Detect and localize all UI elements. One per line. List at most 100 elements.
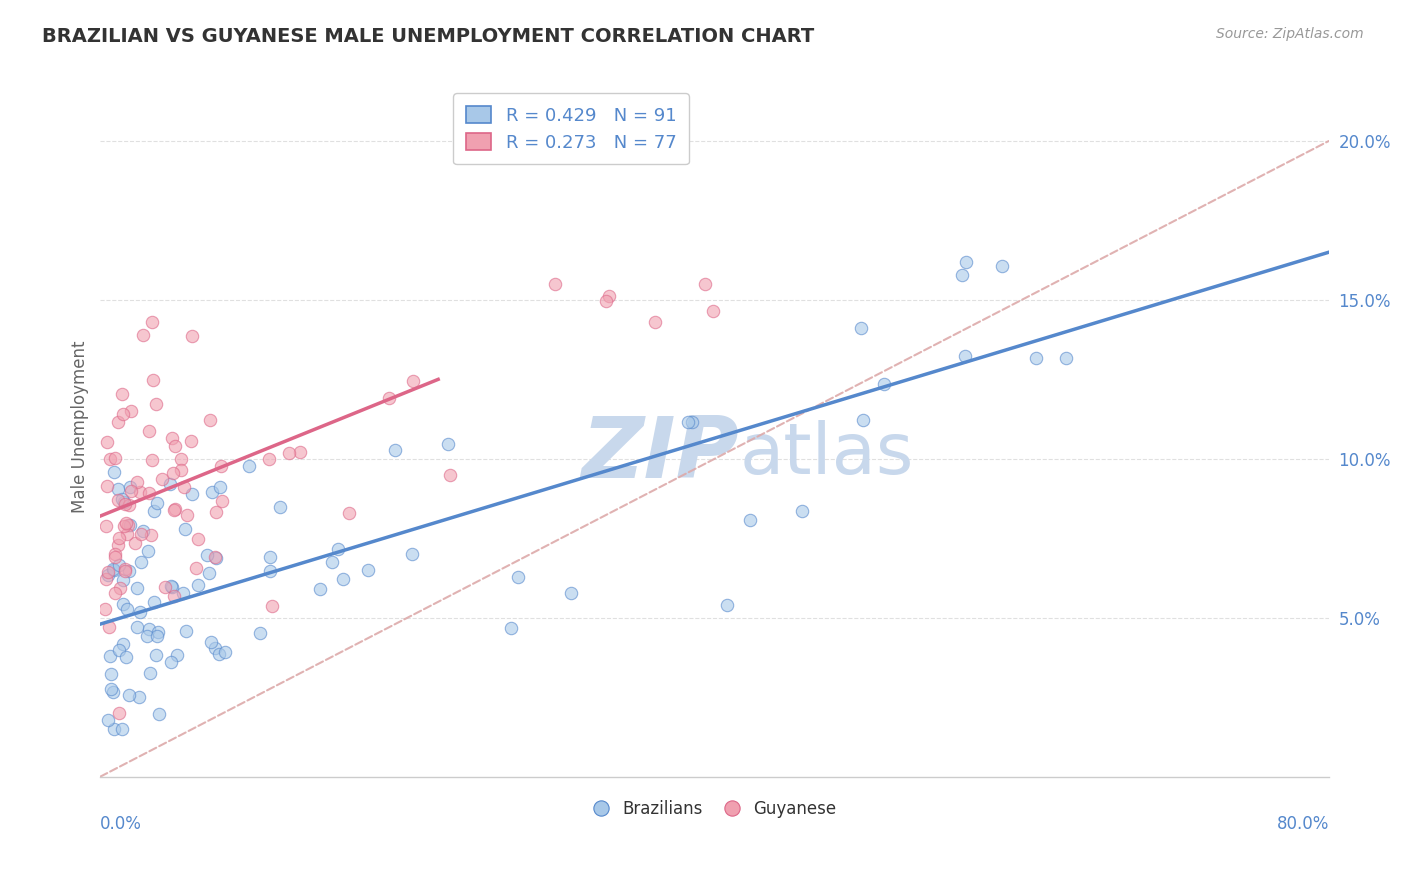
Point [163,589,186,603]
Point [166,648,188,662]
Point [94,519,117,533]
Point [214,645,236,659]
Point [142,595,165,609]
Text: ZIP: ZIP [582,414,740,497]
Point [117,518,139,533]
Point [204,641,226,656]
Point [205,551,228,566]
Point [111,573,134,587]
Point [146,629,169,643]
Point [118,517,141,532]
Point [114,518,136,533]
Point [1054,351,1077,365]
Point [209,459,232,474]
Point [103,564,125,578]
Point [115,649,138,664]
Point [262,599,284,614]
Point [101,685,124,699]
Point [142,504,165,518]
Point [506,570,529,584]
Point [176,508,198,522]
Point [97,565,120,579]
Point [201,485,224,500]
Point [111,407,134,421]
Point [98,452,121,467]
Point [439,467,461,482]
Point [321,555,343,569]
Point [160,431,183,445]
Point [97,713,120,727]
Point [501,621,523,635]
Point [127,620,149,634]
Point [170,452,193,467]
Point [115,601,138,615]
Legend: Brazilians, Guyanese: Brazilians, Guyanese [586,793,844,824]
Point [852,413,875,427]
Point [163,501,186,516]
Point [139,665,162,680]
Point [141,528,163,542]
Point [278,446,301,460]
Point [309,582,332,596]
Point [681,415,703,429]
Point [357,563,380,577]
Point [146,625,169,640]
Point [108,706,131,720]
Text: Source: ZipAtlas.com: Source: ZipAtlas.com [1216,27,1364,41]
Point [110,581,132,595]
Point [112,637,135,651]
Point [145,397,167,411]
Point [104,586,127,600]
Point [104,450,127,465]
Point [259,564,281,578]
Point [162,466,184,480]
Point [950,268,973,283]
Point [107,483,129,497]
Point [129,605,152,619]
Point [111,722,134,736]
Point [107,558,129,572]
Point [98,620,121,634]
Point [259,550,281,565]
Point [172,585,194,599]
Point [173,479,195,493]
Point [118,688,141,702]
Point [211,494,233,508]
Point [163,503,186,517]
Point [136,544,159,558]
Point [204,549,226,564]
Point [131,328,153,343]
Point [160,581,183,595]
Point [187,532,209,546]
Text: BRAZILIAN VS GUYANESE MALE UNEMPLOYMENT CORRELATION CHART: BRAZILIAN VS GUYANESE MALE UNEMPLOYMENT … [42,27,814,45]
Point [135,629,157,643]
Point [120,484,142,499]
Point [200,413,222,427]
Point [150,472,173,486]
Point [96,435,118,450]
Point [955,255,977,269]
Point [269,500,291,515]
Point [208,648,231,662]
Point [104,548,127,562]
Point [544,277,567,291]
Point [205,505,228,519]
Point [98,649,121,664]
Point [148,707,170,722]
Point [114,494,136,508]
Point [114,497,136,511]
Point [695,277,717,291]
Point [1025,351,1047,366]
Point [94,572,117,586]
Point [170,463,193,477]
Point [180,434,202,448]
Point [132,524,155,539]
Point [101,562,124,576]
Point [160,656,183,670]
Point [560,585,582,599]
Point [103,722,125,736]
Point [595,293,617,308]
Point [108,643,131,657]
Y-axis label: Male Unemployment: Male Unemployment [72,341,89,513]
Text: 80.0%: 80.0% [1277,815,1329,833]
